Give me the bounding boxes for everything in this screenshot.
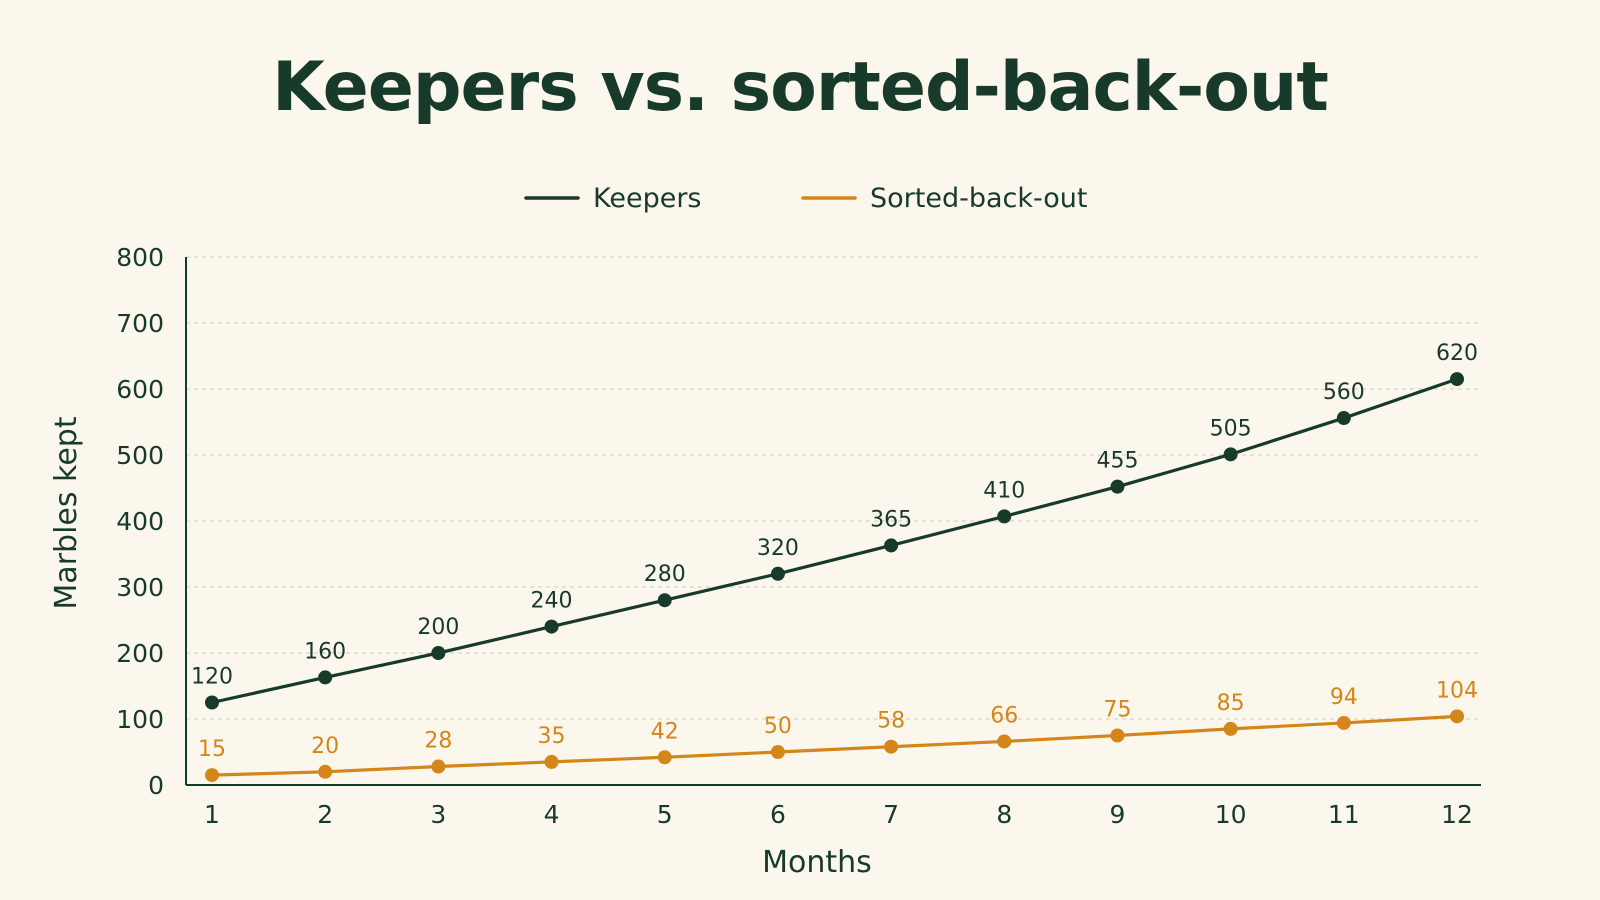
data-point-keepers-7 [884, 538, 899, 553]
y-tick-label-800: 800 [116, 243, 164, 272]
x-tick-label-12: 12 [1441, 800, 1473, 829]
data-label-sorted-back-out-7: 58 [877, 709, 905, 734]
data-label-keepers-6: 320 [757, 536, 799, 561]
data-label-keepers-11: 560 [1323, 380, 1365, 405]
chart-title: Keepers vs. sorted-back-out [272, 48, 1329, 127]
legend-item-sorted-back-out: Sorted-back-out [801, 183, 1087, 214]
x-tick-labels: 1 2 3 4 5 6 7 8 9 10 11 12 [204, 800, 1473, 829]
x-tick-label-7: 7 [883, 800, 899, 829]
y-tick-label-100: 100 [116, 705, 164, 734]
grid-lines [186, 256, 1481, 720]
x-axis-label: Months [762, 845, 872, 880]
data-point-sorted-back-out-8 [997, 734, 1012, 749]
x-tick-label-5: 5 [657, 800, 673, 829]
data-label-sorted-back-out-5: 42 [651, 719, 679, 744]
data-point-keepers-12 [1450, 372, 1464, 387]
y-tick-label-700: 700 [116, 309, 164, 338]
data-point-sorted-back-out-9 [1110, 728, 1125, 743]
x-tick-label-6: 6 [770, 800, 786, 829]
data-point-sorted-back-out-1 [205, 768, 219, 783]
legend-label-sorted-back-out: Sorted-back-out [870, 183, 1087, 214]
data-label-keepers-12: 620 [1436, 341, 1478, 366]
data-point-keepers-5 [657, 593, 672, 608]
data-label-keepers-9: 455 [1096, 449, 1138, 474]
data-point-keepers-10 [1223, 447, 1238, 462]
data-point-sorted-back-out-11 [1336, 715, 1351, 730]
data-point-sorted-back-out-12 [1450, 709, 1464, 724]
legend-label-keepers: Keepers [593, 183, 702, 214]
series-group: 120 160 200 240 280 320 365 410 455 505 560 620 15 20… [191, 341, 1478, 783]
data-label-sorted-back-out-11: 94 [1330, 685, 1358, 710]
data-point-keepers-8 [997, 509, 1012, 524]
data-label-keepers-10: 505 [1210, 416, 1252, 441]
legend-item-keepers: Keepers [524, 183, 702, 214]
data-point-keepers-9 [1110, 479, 1125, 494]
y-tick-label-600: 600 [116, 375, 164, 404]
y-tick-label-500: 500 [116, 441, 164, 470]
data-point-sorted-back-out-6 [770, 745, 785, 759]
series-line-sorted-back-out [210, 714, 1459, 777]
data-point-keepers-1 [205, 695, 219, 710]
data-label-sorted-back-out-4: 35 [538, 724, 566, 749]
data-point-sorted-back-out-2 [318, 764, 333, 779]
y-tick-label-300: 300 [116, 573, 164, 602]
x-tick-label-2: 2 [317, 800, 333, 829]
legend: Keepers Sorted-back-out [524, 183, 1087, 214]
data-point-sorted-back-out-5 [657, 750, 672, 765]
data-label-sorted-back-out-3: 28 [424, 729, 452, 754]
x-tick-label-9: 9 [1110, 800, 1126, 829]
data-point-sorted-back-out-7 [884, 739, 899, 754]
data-label-sorted-back-out-10: 85 [1217, 691, 1245, 716]
y-tick-label-0: 0 [148, 771, 164, 800]
y-tick-label-200: 200 [116, 639, 164, 668]
data-label-sorted-back-out-9: 75 [1103, 698, 1131, 723]
data-point-sorted-back-out-3 [431, 759, 446, 774]
x-tick-label-3: 3 [430, 800, 446, 829]
y-tick-labels: 0 100 200 300 400 500 600 700 800 [116, 243, 164, 800]
data-point-sorted-back-out-10 [1223, 721, 1238, 736]
data-point-sorted-back-out-4 [544, 754, 559, 769]
series-keepers: 120 160 200 240 280 320 365 410 455 505 560 620 [191, 341, 1478, 710]
data-point-keepers-2 [318, 670, 333, 685]
x-tick-label-10: 10 [1215, 800, 1247, 829]
data-point-keepers-3 [431, 646, 446, 660]
data-label-sorted-back-out-6: 50 [764, 714, 792, 739]
data-point-keepers-6 [770, 566, 785, 581]
series-line-keepers [210, 377, 1459, 705]
data-point-keepers-4 [544, 619, 559, 634]
data-label-keepers-7: 365 [870, 507, 912, 532]
y-axis-label: Marbles kept [49, 416, 84, 609]
x-tick-label-4: 4 [544, 800, 560, 829]
data-label-sorted-back-out-12: 104 [1436, 678, 1478, 703]
x-tick-label-8: 8 [996, 800, 1012, 829]
data-label-sorted-back-out-8: 66 [990, 703, 1018, 728]
data-label-keepers-8: 410 [983, 478, 1025, 503]
data-label-keepers-5: 280 [644, 562, 686, 587]
data-label-sorted-back-out-1: 15 [198, 737, 226, 762]
axes [185, 257, 1481, 786]
y-tick-label-400: 400 [116, 507, 164, 536]
series-sorted-back-out: 15 20 28 35 42 50 58 66 75 85 94 104 [198, 678, 1478, 783]
x-tick-label-11: 11 [1328, 800, 1360, 829]
data-label-keepers-1: 120 [191, 665, 233, 690]
data-label-sorted-back-out-2: 20 [311, 734, 339, 759]
data-point-keepers-11 [1336, 411, 1351, 426]
x-tick-label-1: 1 [204, 800, 220, 829]
data-label-keepers-3: 200 [417, 615, 459, 640]
data-label-keepers-2: 160 [304, 639, 346, 664]
data-label-keepers-4: 240 [531, 589, 573, 614]
